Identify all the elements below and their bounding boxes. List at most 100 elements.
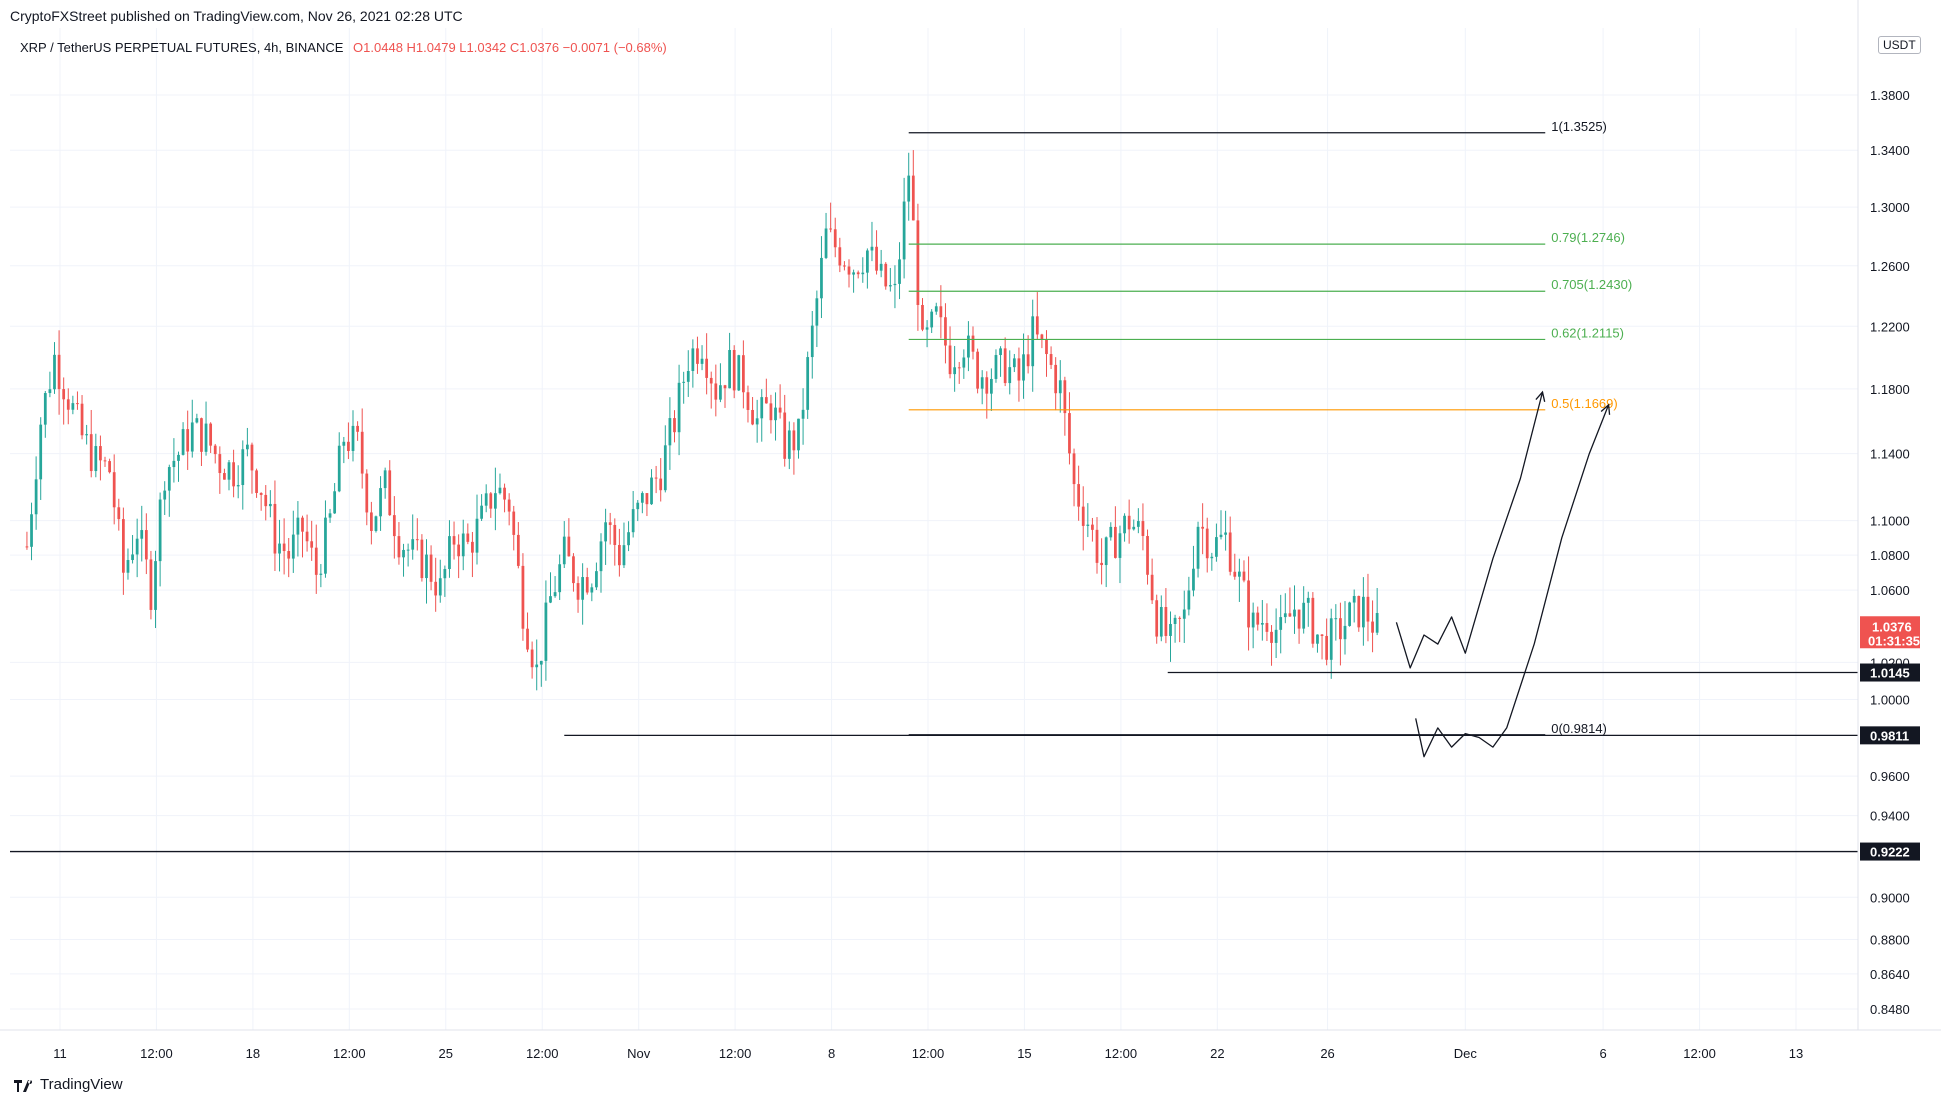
candle-body	[1302, 602, 1306, 629]
candle-body	[213, 445, 217, 455]
candle-body	[921, 304, 924, 330]
time-tick-label: Nov	[627, 1046, 651, 1061]
candle-body	[994, 355, 998, 379]
candle-body	[1210, 556, 1214, 559]
candle-body	[402, 549, 405, 558]
candle-body	[1293, 609, 1296, 617]
candle-body	[650, 477, 653, 505]
candle-body	[843, 265, 846, 267]
projection-drawings[interactable]	[1395, 390, 1611, 758]
fib-level-label: 0.79(1.2746)	[1551, 230, 1625, 245]
candle-body	[1329, 618, 1333, 660]
price-tick-label: 1.0000	[1870, 693, 1910, 708]
price-tick-label: 1.0800	[1870, 548, 1910, 563]
time-tick-label: 12:00	[719, 1046, 752, 1061]
candle-body	[930, 311, 934, 328]
candle-body	[1155, 600, 1159, 637]
fib-level-label: 0.5(1.1669)	[1551, 396, 1618, 411]
candle-body	[856, 272, 860, 275]
candle-body	[530, 649, 534, 668]
candle-body	[232, 462, 235, 487]
candle-body	[585, 577, 589, 593]
fib-level-label: 0.62(1.2115)	[1551, 325, 1624, 340]
candle-body	[1132, 526, 1136, 530]
candle-body	[852, 272, 855, 275]
candle-body	[774, 407, 777, 421]
time-tick-label: Dec	[1454, 1046, 1478, 1061]
candle-body	[1077, 484, 1081, 507]
candle-body	[489, 493, 493, 509]
candlestick-series	[25, 150, 1379, 691]
candle-body	[1063, 380, 1067, 414]
tradingview-logo-icon	[14, 1079, 34, 1092]
candle-body	[1238, 571, 1241, 577]
candle-body	[1040, 334, 1044, 340]
candle-body	[636, 502, 640, 510]
candle-body	[980, 377, 984, 389]
candle-body	[1219, 534, 1223, 538]
axes: 1.3800 1.3400 1.3000 1.2600 1.2200 1.1800 1.14…	[0, 0, 1941, 1061]
candle-body	[392, 515, 396, 537]
candle-body	[71, 403, 75, 410]
candle-body	[250, 444, 254, 471]
candle-body	[443, 569, 447, 579]
candle-body	[668, 418, 672, 446]
candle-body	[691, 348, 695, 372]
candle-body	[1233, 571, 1237, 577]
candle-body	[723, 385, 727, 389]
candle-body	[549, 596, 552, 603]
candle-body	[351, 425, 355, 451]
fibonacci-retracement[interactable]: 1(1.3525) 0.79(1.2746) 0.705(1.2430) 0.62(1…	[908, 119, 1632, 736]
candle-body	[379, 488, 382, 517]
candle-body	[1362, 596, 1365, 628]
time-tick-label: 15	[1017, 1046, 1031, 1061]
candle-body	[1141, 521, 1145, 536]
tradingview-brand: TradingView	[14, 1076, 123, 1093]
candle-body	[1270, 631, 1273, 643]
candle-body	[374, 516, 378, 531]
candle-body	[80, 403, 84, 436]
candle-body	[1049, 354, 1053, 365]
candle-body	[411, 539, 415, 550]
time-tick-label: 12:00	[140, 1046, 173, 1061]
time-tick-label: 12:00	[333, 1046, 366, 1061]
price-tick-label: 0.8640	[1870, 967, 1910, 982]
candle-body	[1146, 535, 1149, 575]
candle-body	[985, 377, 989, 394]
candle-body	[1371, 621, 1374, 633]
candle-body	[682, 381, 686, 383]
price-tick-label: 1.0600	[1870, 583, 1910, 598]
candle-body	[186, 429, 190, 452]
candle-body	[1339, 618, 1342, 640]
candle-body	[1306, 597, 1310, 603]
candle-body	[558, 564, 562, 593]
candle-body	[663, 445, 667, 491]
ohlc-values: O1.0448 H1.0479 L1.0342 C1.0376 −0.0071 …	[353, 40, 667, 55]
candle-body	[916, 220, 920, 305]
candle-body	[131, 554, 134, 561]
time-tick-label: 18	[246, 1046, 260, 1061]
price-tick-label: 1.2200	[1870, 319, 1910, 334]
candle-body	[714, 383, 718, 400]
candle-body	[760, 397, 764, 419]
candle-body	[337, 445, 341, 492]
currency-badge[interactable]: USDT	[1878, 36, 1921, 54]
candle-body	[1017, 358, 1021, 381]
candle-body	[925, 327, 929, 330]
candle-body	[1173, 617, 1177, 624]
candle-body	[30, 514, 33, 547]
candle-body	[324, 517, 327, 574]
candle-body	[1136, 521, 1140, 527]
candle-body	[1054, 364, 1058, 394]
symbol-name[interactable]: XRP / TetherUS PERPETUAL FUTURES, 4h, BI…	[20, 40, 344, 55]
candle-body	[466, 533, 470, 542]
candle-body	[144, 530, 148, 560]
current-price-label: 1.0376	[1872, 619, 1912, 634]
fib-level-label: 0(0.9814)	[1551, 721, 1607, 736]
candle-body	[415, 539, 419, 541]
candle-body	[1068, 413, 1071, 454]
candle-body	[190, 422, 194, 452]
candle-body	[1072, 453, 1076, 485]
price-tick-label: 1.1000	[1870, 514, 1910, 529]
